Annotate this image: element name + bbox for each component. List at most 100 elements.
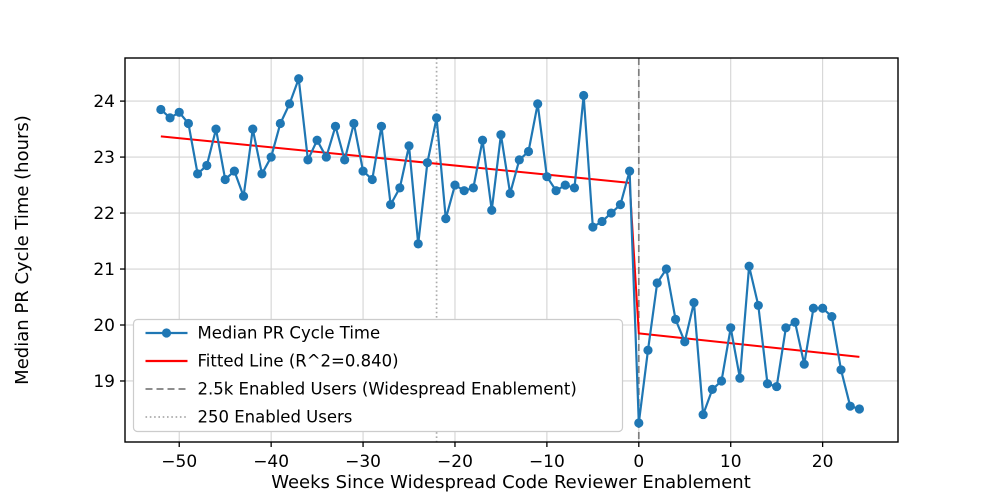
data-point	[689, 298, 699, 308]
fitted-line-series	[160, 135, 860, 358]
data-point	[753, 300, 763, 311]
data-point	[716, 376, 727, 386]
data-point	[211, 124, 221, 134]
x-tick-label: 20	[812, 452, 834, 472]
data-point	[229, 166, 239, 176]
data-point	[744, 261, 754, 271]
data-point	[275, 118, 285, 129]
data-point	[615, 200, 626, 210]
data-point	[238, 191, 249, 201]
data-point	[707, 384, 717, 394]
data-point	[257, 169, 267, 179]
data-point	[836, 365, 846, 375]
data-point	[266, 152, 276, 162]
data-point	[808, 303, 819, 313]
data-point	[790, 317, 800, 327]
data-point	[248, 124, 258, 134]
data-point	[284, 99, 295, 109]
data-point	[579, 90, 589, 101]
y-tick-label: 24	[93, 92, 115, 112]
data-point	[312, 135, 322, 145]
data-point	[781, 323, 791, 333]
data-point	[772, 381, 782, 392]
y-tick-label: 19	[93, 372, 115, 392]
x-tick-label: −40	[253, 452, 289, 472]
data-point	[569, 183, 580, 193]
x-tick-label: −50	[161, 452, 197, 472]
data-point	[652, 278, 662, 288]
data-point	[321, 152, 331, 162]
data-point	[643, 345, 653, 355]
data-point	[698, 409, 708, 420]
data-point	[459, 186, 469, 196]
x-axis-label: Weeks Since Widespread Code Reviewer Ena…	[271, 472, 751, 493]
data-point	[202, 160, 212, 171]
data-point	[468, 183, 478, 193]
data-point	[349, 118, 359, 129]
data-point	[560, 180, 570, 190]
data-point	[726, 323, 736, 333]
data-point	[220, 174, 230, 185]
data-point	[367, 174, 377, 185]
data-point	[358, 166, 368, 176]
data-point	[661, 264, 671, 274]
data-point	[441, 214, 451, 224]
y-tick-label: 20	[93, 316, 115, 336]
data-point	[422, 158, 432, 168]
data-point	[735, 373, 745, 383]
data-point	[670, 314, 681, 325]
data-point	[193, 169, 203, 179]
plot-border	[124, 57, 899, 443]
data-point	[487, 205, 497, 215]
data-point	[625, 166, 635, 176]
data-point	[533, 99, 543, 109]
data-point	[431, 113, 442, 123]
data-point	[542, 172, 552, 182]
legend-item: 250 Enabled Users	[145, 408, 353, 427]
data-point	[827, 312, 837, 322]
x-tick-label: −10	[529, 452, 565, 472]
data-point	[303, 155, 313, 165]
data-point	[854, 404, 864, 414]
x-tick-label: −20	[437, 452, 473, 472]
data-point	[395, 183, 405, 193]
data-point	[588, 222, 598, 232]
data-point	[762, 379, 773, 389]
data-point	[551, 186, 561, 196]
data-point	[386, 200, 396, 210]
data-point	[477, 135, 488, 145]
data-point	[514, 155, 524, 165]
data-point	[680, 337, 690, 347]
data-point	[634, 418, 644, 428]
data-point	[376, 121, 387, 131]
data-point	[165, 113, 175, 123]
data-point	[174, 107, 184, 117]
data-point	[523, 146, 534, 157]
data-point	[330, 121, 341, 131]
data-point	[496, 130, 506, 140]
fitted-line	[160, 135, 860, 358]
data-point	[183, 118, 194, 129]
x-tick-label: 10	[720, 452, 742, 472]
data-point	[818, 303, 828, 313]
legend: Median PR Cycle Time Fitted Line (R^2=0.8…	[132, 318, 624, 433]
legend-item-label: Fitted Line (R^2=0.840)	[198, 352, 399, 371]
data-point	[799, 359, 809, 369]
data-point	[413, 239, 423, 249]
data-point	[294, 74, 304, 84]
legend-item: 2.5k Enabled Users (Widespread Enablemen…	[145, 380, 577, 399]
data-point	[156, 104, 166, 115]
data-point	[340, 155, 350, 165]
median-pr-cycle-time-series	[156, 74, 864, 428]
data-point	[404, 141, 414, 151]
legend-item-label: Median PR Cycle Time	[198, 324, 381, 343]
reference-vlines	[435, 58, 640, 442]
data-point	[505, 188, 515, 199]
legend-item: Fitted Line (R^2=0.840)	[145, 352, 399, 371]
legend-marker-sample	[161, 328, 172, 338]
y-tick-label: 23	[93, 148, 115, 168]
data-point	[597, 216, 607, 227]
legend-item-label: 250 Enabled Users	[198, 408, 353, 427]
